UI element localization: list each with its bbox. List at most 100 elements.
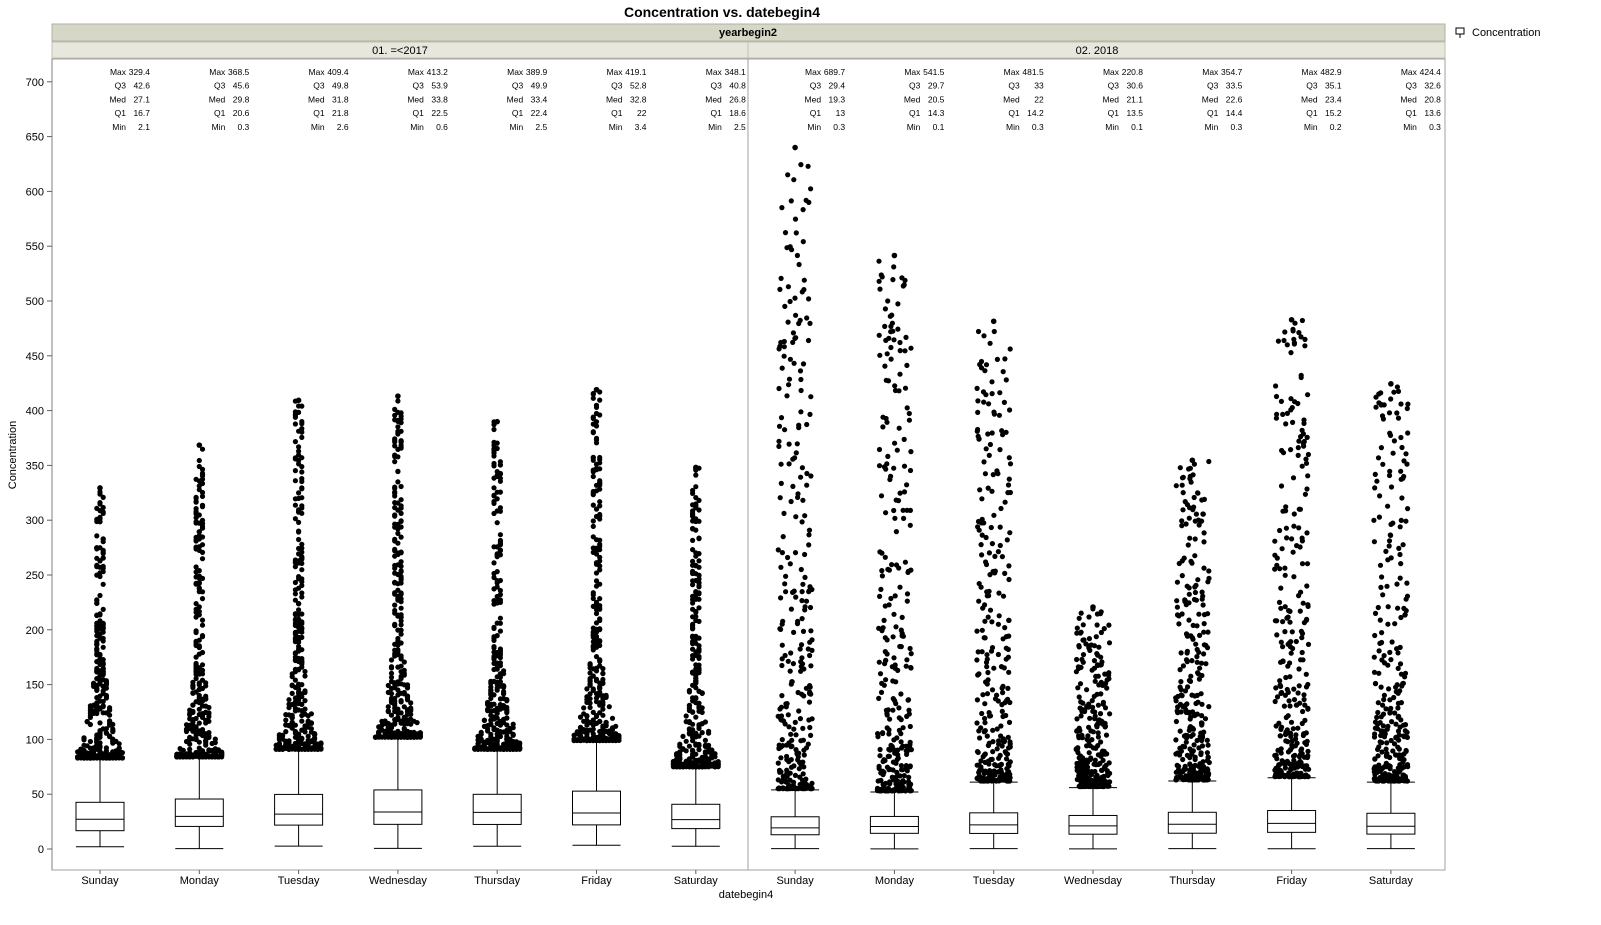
outlier-point [1199,596,1205,602]
outlier-point [1398,468,1404,474]
outlier-point [199,575,206,582]
outlier-point [296,697,302,703]
outlier-point [974,385,980,391]
outlier-point [983,679,989,685]
outlier-point [193,545,199,551]
outlier-point [100,704,106,710]
outlier-point [395,571,401,578]
outlier-point [788,731,794,737]
outlier-point [1380,461,1386,467]
outlier-point [1290,753,1297,759]
outlier-point [1174,762,1180,769]
group-header-bar [51,23,1446,42]
panel-header-2 [747,41,1446,59]
outlier-point [196,720,202,726]
outlier-point [680,746,686,752]
outlier-point [1086,750,1092,756]
stat-value-min: 0.3 [1032,122,1044,132]
outlier-point [778,275,784,281]
outlier-point [998,723,1004,729]
stat-value-min: 0.3 [833,122,845,132]
stat-label-q1: Q1 [909,108,921,118]
outlier-point [1282,565,1288,571]
outlier-point [1283,508,1289,514]
outlier-point [1101,626,1107,632]
stat-label-max: Max [1302,67,1319,77]
outlier-point [696,705,702,711]
outlier-point [1075,685,1081,691]
outlier-point [1176,560,1182,567]
outlier-point [187,741,193,747]
outlier-point [1294,702,1300,708]
outlier-point [979,552,985,558]
outlier-point [494,520,500,526]
outlier-point [907,507,914,513]
outlier-point [699,721,705,727]
outlier-point [1377,640,1383,647]
outlier-point [199,504,206,510]
outlier-point [388,670,395,676]
x-tick-label: Tuesday [278,875,320,887]
outlier-point [1291,697,1298,703]
outlier-point [1278,726,1284,733]
outlier-point [81,735,87,741]
outlier-point [97,501,103,507]
outlier-point [899,275,905,281]
outlier-point [199,534,206,540]
stat-label-max: Max [904,67,921,77]
outlier-point [891,746,897,753]
outlier-point [1273,415,1279,421]
outlier-point [1278,483,1285,489]
outlier-point [975,398,981,404]
outlier-point [792,335,798,341]
outlier-point [979,649,985,655]
outlier-point [1189,692,1195,698]
outlier-point [408,700,414,706]
outlier-point [276,746,282,752]
outlier-point [991,665,997,671]
outlier-point [1305,774,1311,780]
outlier-point [1394,410,1400,416]
outlier-point [613,723,619,729]
outlier-point [783,704,789,710]
outlier-point [603,720,609,726]
outlier-point [491,635,497,641]
outlier-point [989,541,996,547]
stat-value-max: 482.9 [1320,67,1342,77]
outlier-point [1187,465,1193,471]
outlier-point [1005,772,1011,779]
box-tuesday-panel2 [969,318,1019,850]
outlier-point [1092,713,1098,719]
outlier-point [992,553,998,560]
outlier-point [491,725,497,731]
outlier-point [1089,698,1095,704]
stat-label-max: Max [706,67,723,77]
outlier-point [778,480,784,486]
outlier-point [388,712,395,718]
outlier-point [1193,777,1200,783]
outlier-point [1206,704,1212,710]
panel-label-1: 01. =<2017 [372,45,428,57]
outlier-point [892,593,898,599]
outlier-point [799,691,805,697]
outlier-point [1287,619,1293,625]
outlier-point [1178,679,1184,685]
outlier-point [1107,711,1113,717]
outlier-point [1283,421,1289,427]
outlier-point [803,685,810,691]
outlier-point [1087,715,1093,721]
outlier-point [904,482,910,488]
outlier-point [686,743,693,749]
outlier-point [283,745,289,751]
outlier-point [308,720,314,726]
outlier-point [989,619,995,625]
outlier-point [1097,711,1104,717]
outlier-point [690,547,696,553]
outlier-point [1285,614,1291,620]
outlier-point [1074,630,1080,636]
outlier-point [292,421,298,427]
outlier-point [1303,730,1309,736]
stat-value-q1: 14.4 [1226,108,1243,118]
stat-value-med: 20.8 [1424,94,1441,104]
